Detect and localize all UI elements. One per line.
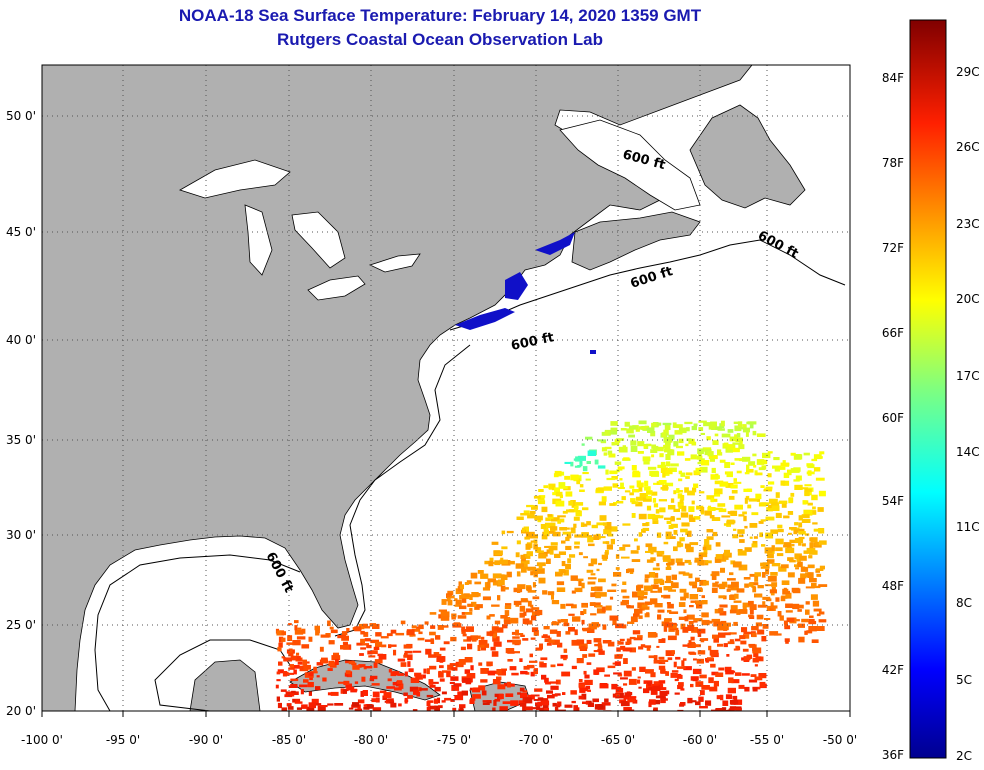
map-title: NOAA-18 Sea Surface Temperature: Februar… [178, 6, 702, 25]
lat-label-50: 50 0' [6, 109, 36, 123]
colorbar-c-2: 2C [956, 749, 972, 763]
colorbar-c-23: 23C [956, 217, 980, 231]
lon-label-60: -60 0' [683, 733, 717, 747]
colorbar-c-14: 14C [956, 445, 980, 459]
colorbar-c-8: 8C [956, 596, 972, 610]
map-frame [41, 64, 851, 712]
lat-label-35: 35 0' [6, 433, 36, 447]
great-lakes [179, 159, 421, 301]
sst-field [275, 420, 828, 711]
land-yucatan [189, 659, 261, 711]
lon-label-90: -90 0' [189, 733, 223, 747]
colorbar-c-29: 29C [956, 65, 980, 79]
isobath-600ft [94, 239, 846, 711]
lat-label-25: 25 0' [6, 618, 36, 632]
colorbar-c-5: 5C [956, 673, 972, 687]
colorbar-f-84: 84F [882, 71, 904, 85]
lon-label-75: -75 0' [437, 733, 471, 747]
lon-label-65: -65 0' [601, 733, 635, 747]
colorbar-f-66: 66F [882, 326, 904, 340]
map-subtitle: Rutgers Coastal Ocean Observation Lab [277, 30, 603, 49]
lon-label-80: -80 0' [354, 733, 388, 747]
lon-label-95: -95 0' [106, 733, 140, 747]
cold-coastal-water [455, 232, 596, 354]
colorbar-c-17: 17C [956, 369, 980, 383]
colorbar-c-11: 11C [956, 520, 980, 534]
lon-label-85: -85 0' [272, 733, 306, 747]
colorbar-f-60: 60F [882, 411, 904, 425]
land-nova-scotia [571, 211, 701, 271]
colorbar-f-72: 72F [882, 241, 904, 255]
lon-label-55: -55 0' [750, 733, 784, 747]
colorbar-c-20: 20C [956, 292, 980, 306]
land-newfoundland [689, 104, 806, 209]
colorbar [909, 19, 947, 759]
colorbar-f-78: 78F [882, 156, 904, 170]
lat-label-40: 40 0' [6, 333, 36, 347]
gulf-of-st-lawrence [559, 119, 701, 211]
lon-label-50: -50 0' [823, 733, 857, 747]
lon-label-100: -100 0' [21, 733, 63, 747]
colorbar-f-36: 36F [882, 748, 904, 762]
colorbar-f-54: 54F [882, 494, 904, 508]
lat-label-20: 20 0' [6, 704, 36, 718]
lon-label-70: -70 0' [519, 733, 553, 747]
colorbar-f-48: 48F [882, 579, 904, 593]
colorbar-c-26: 26C [956, 140, 980, 154]
lat-label-30: 30 0' [6, 528, 36, 542]
colorbar-f-42: 42F [882, 663, 904, 677]
lat-label-45: 45 0' [6, 225, 36, 239]
